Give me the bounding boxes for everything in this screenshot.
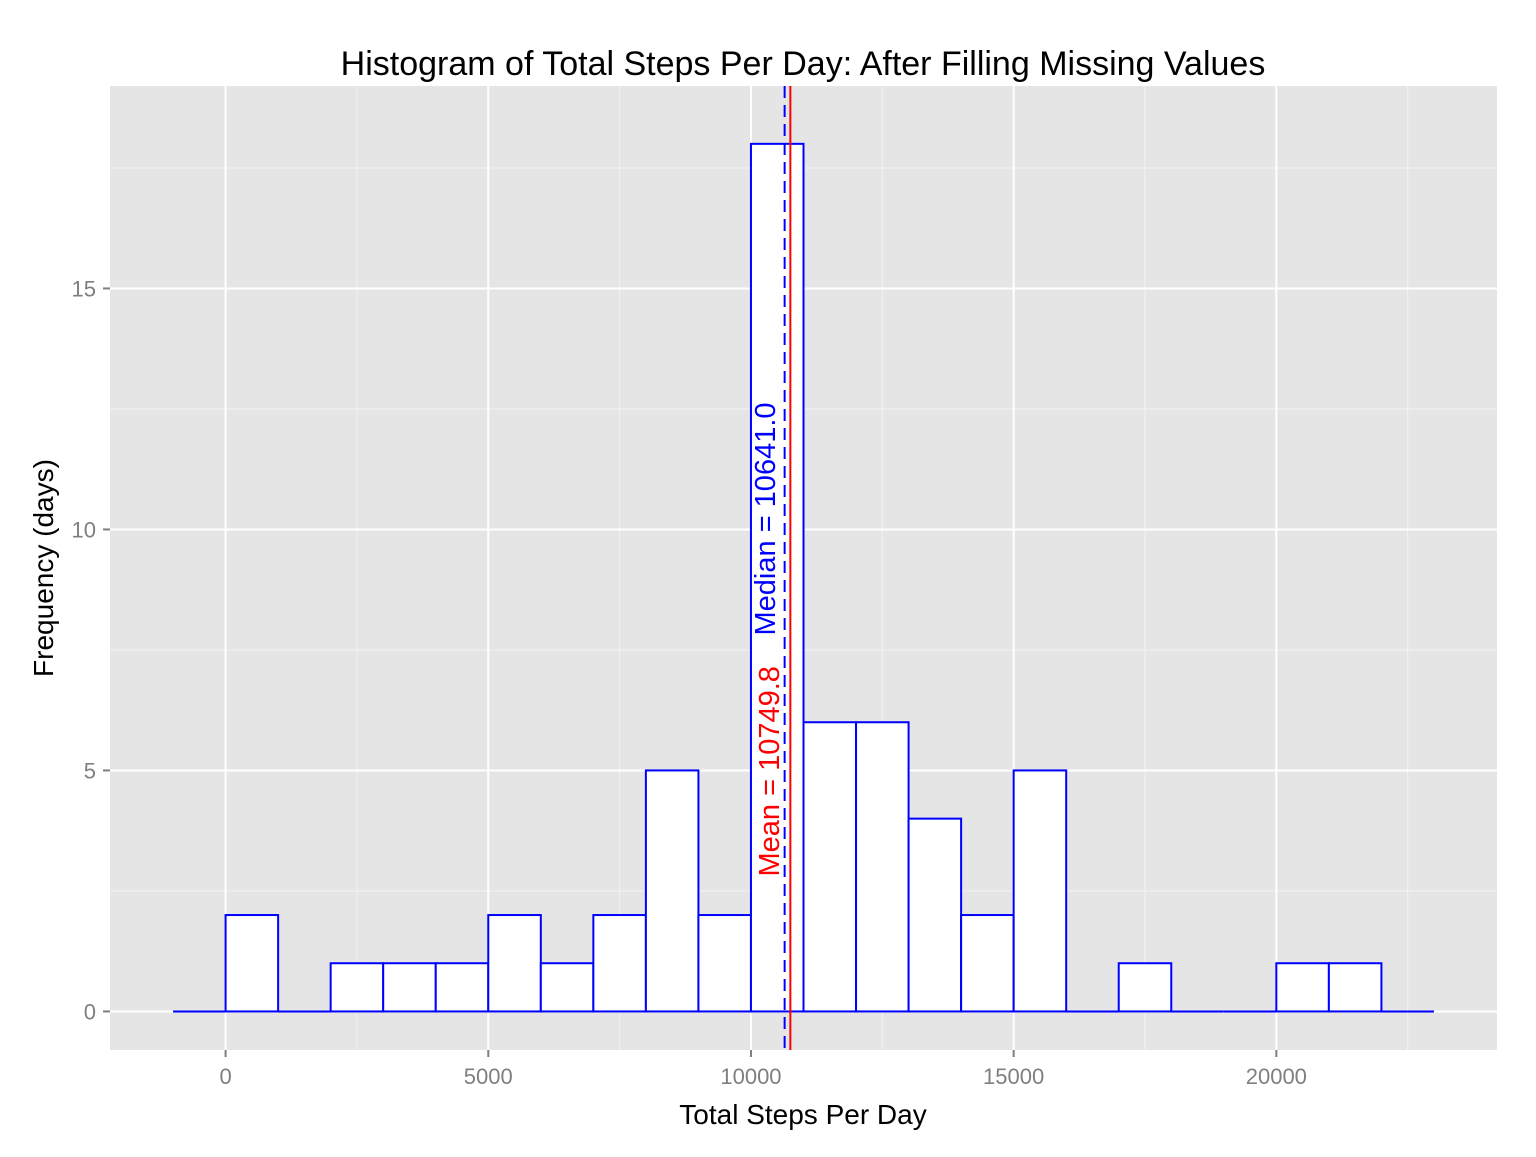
x-axis-label: Total Steps Per Day bbox=[679, 1099, 926, 1130]
y-tick-label: 10 bbox=[72, 517, 96, 542]
y-tick-label: 15 bbox=[72, 276, 96, 301]
histogram-bar bbox=[855, 721, 910, 1013]
x-tick-label: 0 bbox=[219, 1064, 231, 1089]
histogram-bar bbox=[907, 817, 963, 1013]
histogram-bar bbox=[802, 721, 858, 1013]
histogram-bar bbox=[487, 914, 542, 1013]
reference-lines: Mean = 10749.8 Median = 10641.0 bbox=[750, 86, 792, 1050]
histogram-bar bbox=[329, 962, 385, 1013]
histogram-bar bbox=[382, 962, 437, 1013]
x-tick-label: 20000 bbox=[1246, 1064, 1307, 1089]
x-tick-label: 5000 bbox=[464, 1064, 513, 1089]
histogram-bar bbox=[434, 962, 490, 1013]
histogram-bar bbox=[644, 769, 700, 1013]
histogram-bar bbox=[539, 962, 595, 1013]
chart-title: Histogram of Total Steps Per Day: After … bbox=[341, 45, 1266, 83]
x-tick-label: 10000 bbox=[720, 1064, 781, 1089]
histogram-bar bbox=[1012, 769, 1068, 1013]
y-tick-label: 5 bbox=[84, 758, 96, 783]
mean-annotation: Mean = 10749.8 bbox=[754, 666, 786, 876]
y-tick-label: 0 bbox=[84, 999, 96, 1024]
histogram-bar bbox=[224, 914, 280, 1013]
y-axis-label: Frequency (days) bbox=[28, 459, 59, 677]
histogram-bar bbox=[960, 914, 1015, 1013]
axis-layer: 0 5000 10000 15000 20000 0 5 10 15 bbox=[72, 276, 1307, 1089]
median-annotation: Median = 10641.0 bbox=[750, 402, 782, 635]
histogram-bar bbox=[697, 914, 752, 1013]
histogram-bar bbox=[592, 914, 647, 1013]
histogram-bar bbox=[1327, 962, 1383, 1013]
x-tick-label: 15000 bbox=[983, 1064, 1044, 1089]
histogram-bar bbox=[1275, 962, 1330, 1013]
histogram-bar bbox=[1117, 962, 1173, 1013]
bars-layer bbox=[173, 142, 1434, 1013]
histogram-bar bbox=[749, 142, 805, 1013]
